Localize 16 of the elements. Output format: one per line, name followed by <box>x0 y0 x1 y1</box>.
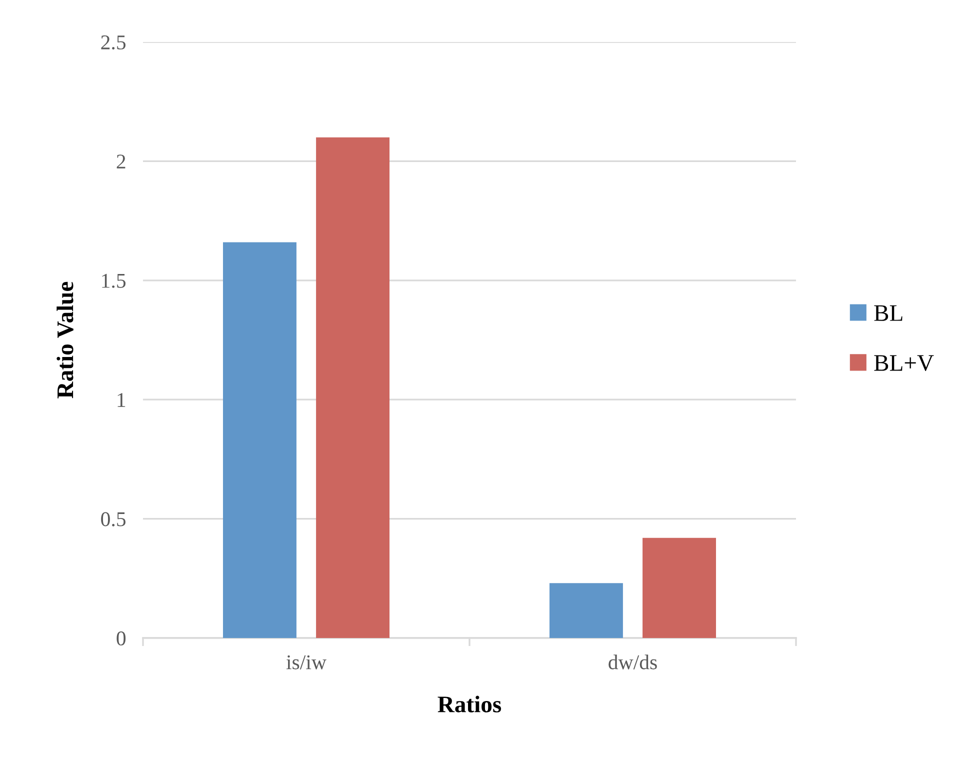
y-tick-label: 1 <box>118 393 126 407</box>
y-tick-label: 2 <box>116 154 126 168</box>
legend-label: BL <box>874 305 902 321</box>
x-axis-title: Ratios <box>438 696 502 712</box>
y-axis-title: Ratio Value <box>56 282 74 398</box>
y-tick-label: 0.5 <box>101 512 126 526</box>
bar <box>222 242 296 638</box>
legend-label: BL+V <box>874 355 934 372</box>
y-tick-label: 1.5 <box>102 274 126 288</box>
x-tick-label: is/iw <box>286 655 326 670</box>
x-tick-label: dw/ds <box>608 654 657 670</box>
y-tick-label: 2.5 <box>101 35 126 50</box>
bar <box>549 583 623 638</box>
y-tick-label: 0 <box>116 631 126 646</box>
bar <box>642 538 716 638</box>
bar <box>316 137 390 638</box>
